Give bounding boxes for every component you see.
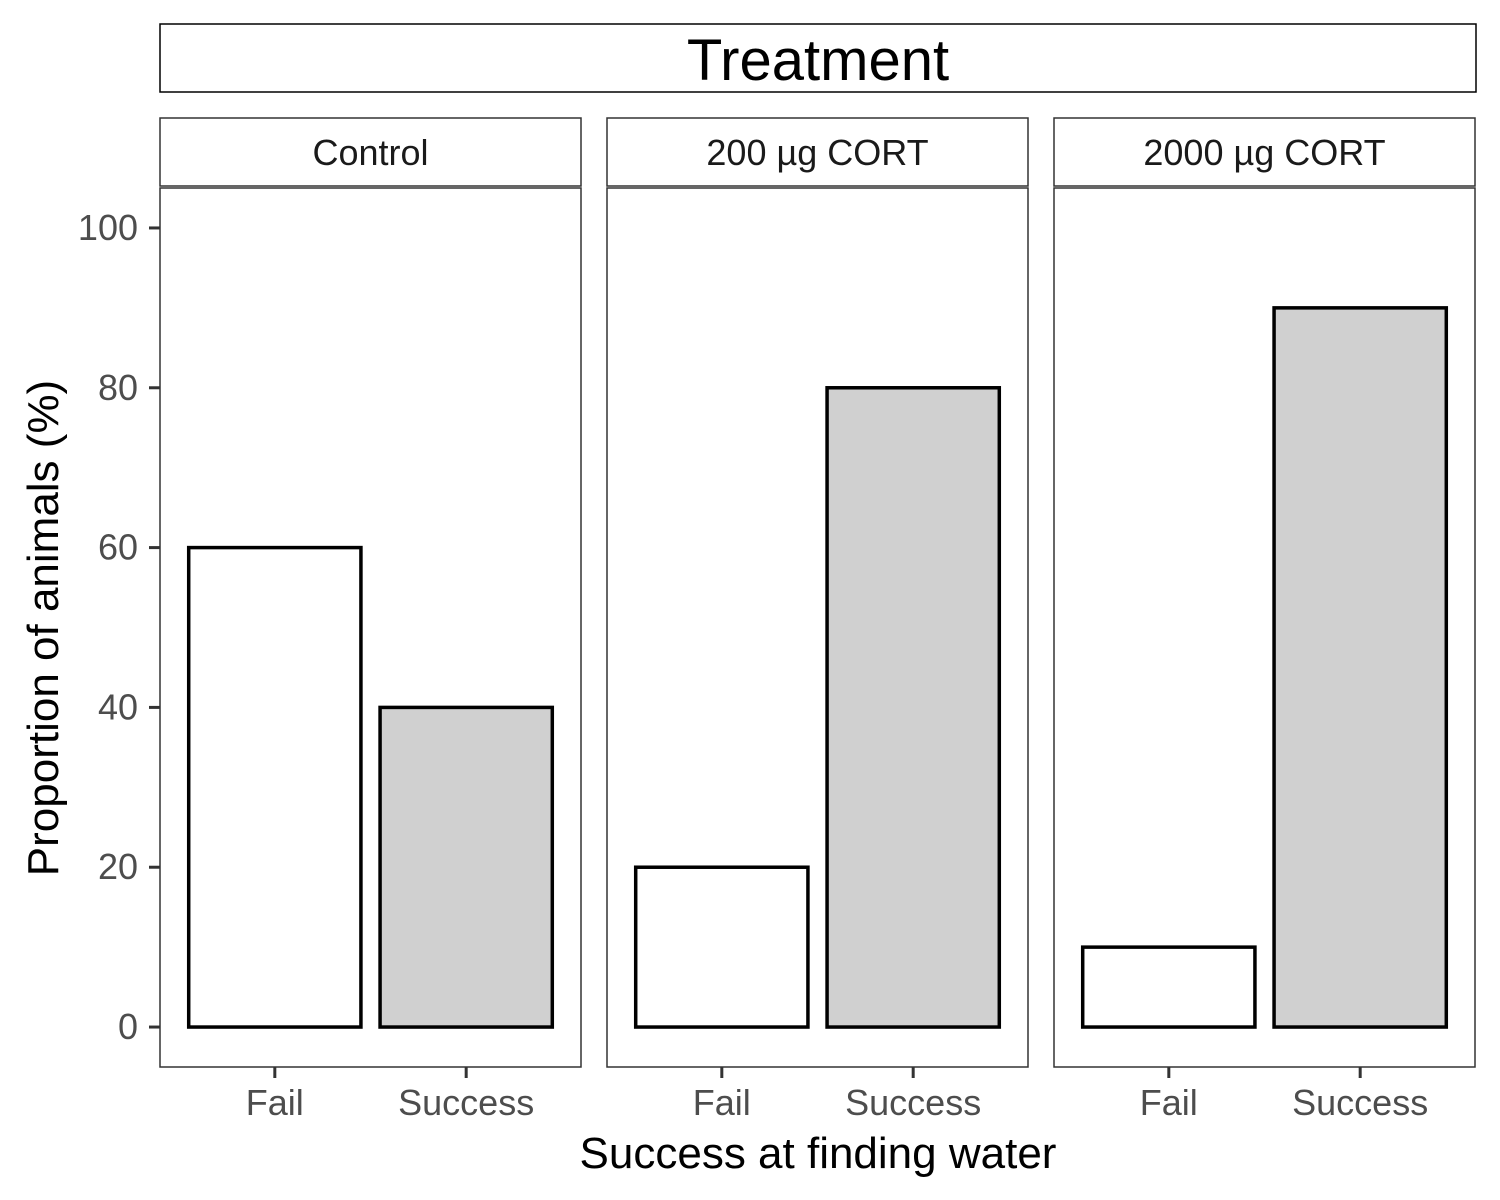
panels: Control Fail Success 200 µg CORT Fail Success… [159,117,1476,1123]
y-tick-label: 100 [78,207,138,248]
bar [633,865,810,1029]
panel-strip-label: 2000 µg CORT [1143,132,1385,173]
y-tick-label: 80 [98,367,138,408]
top-strip: Treatment [159,23,1477,93]
y-tick-label: 0 [118,1006,138,1047]
x-tick-label: Success [398,1082,534,1123]
bar [1080,945,1257,1029]
chart-title: Treatment [687,28,949,93]
x-tick-label: Fail [693,1082,751,1123]
panel-strip-label: Control [312,132,428,173]
panel-strip [159,117,582,187]
x-tick-label: Fail [246,1082,304,1123]
x-tick-label: Success [1292,1082,1428,1123]
bar [825,386,1002,1029]
x-tick-label: Success [845,1082,981,1123]
x-tick-label: Fail [1140,1082,1198,1123]
y-tick-label: 40 [98,686,138,727]
y-tick-label: 20 [98,846,138,887]
y-axis: 0 20 40 60 80 100 [78,207,160,1047]
bar [186,545,363,1029]
bar [378,705,555,1029]
panel-strip-label: 200 µg CORT [706,132,928,173]
panel-strip [606,117,1029,187]
panel-strip [1053,117,1476,187]
y-axis-title: Proportion of animals (%) [19,380,68,876]
bar [1272,306,1449,1029]
y-tick-label: 60 [98,527,138,568]
top-strip-box [159,23,1477,93]
x-axis-title: Success at finding water [580,1129,1057,1178]
